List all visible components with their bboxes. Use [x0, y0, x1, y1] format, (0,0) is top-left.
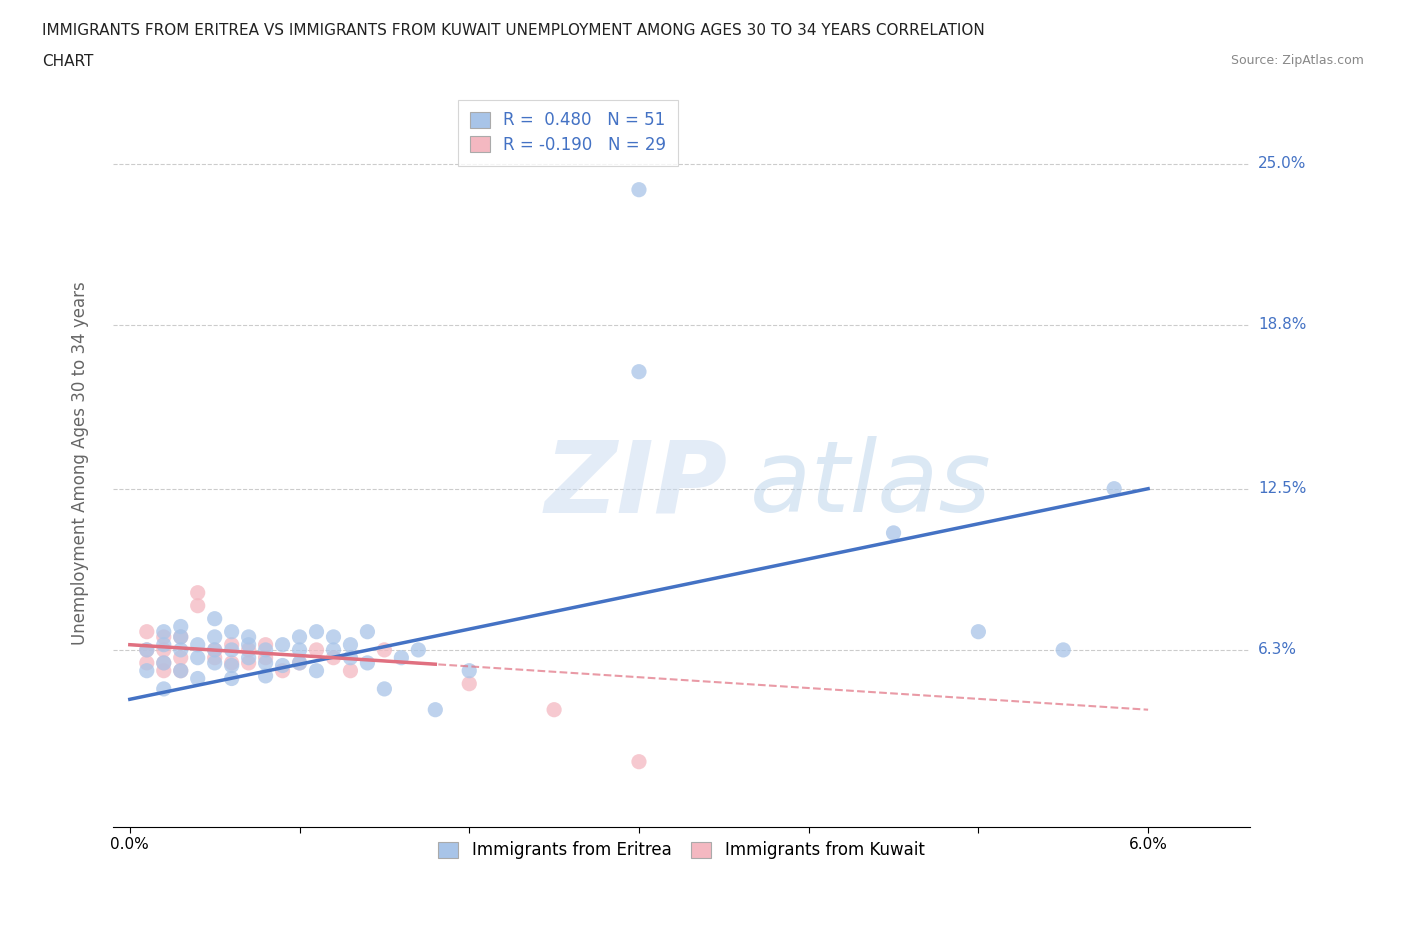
Point [305, 624, 328, 639]
Point [271, 658, 294, 673]
Point [238, 643, 260, 658]
Point [221, 643, 243, 658]
Text: IMMIGRANTS FROM ERITREA VS IMMIGRANTS FROM KUWAIT UNEMPLOYMENT AMONG AGES 30 TO : IMMIGRANTS FROM ERITREA VS IMMIGRANTS FR… [42, 23, 986, 38]
Point [356, 624, 378, 639]
Point [373, 682, 395, 697]
Point [356, 656, 378, 671]
Point [271, 637, 294, 652]
Text: ZIP: ZIP [546, 436, 728, 533]
Point [204, 630, 226, 644]
Point [221, 637, 243, 652]
Y-axis label: Unemployment Among Ages 30 to 34 years: Unemployment Among Ages 30 to 34 years [72, 281, 89, 644]
Point [305, 663, 328, 678]
Point [170, 663, 193, 678]
Point [288, 656, 311, 671]
Point [152, 637, 174, 652]
Point [322, 630, 344, 644]
Text: CHART: CHART [42, 54, 94, 69]
Point [135, 643, 157, 658]
Point [152, 630, 174, 644]
Point [187, 598, 209, 613]
Point [408, 643, 430, 658]
Point [288, 656, 311, 671]
Point [135, 643, 157, 658]
Point [1102, 481, 1125, 496]
Point [389, 650, 412, 665]
Point [187, 671, 209, 686]
Point [339, 650, 361, 665]
Point [187, 637, 209, 652]
Text: Source: ZipAtlas.com: Source: ZipAtlas.com [1230, 54, 1364, 67]
Point [254, 637, 277, 652]
Point [187, 585, 209, 600]
Point [204, 650, 226, 665]
Text: 12.5%: 12.5% [1258, 481, 1306, 497]
Text: atlas: atlas [749, 436, 991, 533]
Point [238, 650, 260, 665]
Point [288, 630, 311, 644]
Point [373, 643, 395, 658]
Point [458, 663, 481, 678]
Point [322, 643, 344, 658]
Point [305, 643, 328, 658]
Point [152, 682, 174, 697]
Point [1052, 643, 1074, 658]
Point [254, 656, 277, 671]
Point [135, 624, 157, 639]
Point [152, 643, 174, 658]
Point [288, 643, 311, 658]
Point [238, 656, 260, 671]
Point [187, 650, 209, 665]
Point [458, 676, 481, 691]
Point [170, 619, 193, 634]
Point [135, 663, 157, 678]
Point [204, 656, 226, 671]
Point [170, 643, 193, 658]
Point [152, 656, 174, 671]
Point [221, 671, 243, 686]
Point [221, 656, 243, 671]
Point [221, 658, 243, 673]
Point [204, 643, 226, 658]
Point [170, 650, 193, 665]
Text: 6.3%: 6.3% [1258, 643, 1298, 658]
Point [967, 624, 990, 639]
Text: 18.8%: 18.8% [1258, 317, 1306, 332]
Point [170, 630, 193, 644]
Point [322, 650, 344, 665]
Legend: Immigrants from Eritrea, Immigrants from Kuwait: Immigrants from Eritrea, Immigrants from… [429, 831, 935, 870]
Point [238, 630, 260, 644]
Point [627, 754, 650, 769]
Point [238, 637, 260, 652]
Point [254, 643, 277, 658]
Point [254, 650, 277, 665]
Point [152, 656, 174, 671]
Point [152, 663, 174, 678]
Point [204, 643, 226, 658]
Point [152, 624, 174, 639]
Point [135, 656, 157, 671]
Point [170, 630, 193, 644]
Point [425, 702, 447, 717]
Text: 25.0%: 25.0% [1258, 156, 1306, 171]
Point [339, 663, 361, 678]
Point [883, 525, 905, 540]
Point [339, 637, 361, 652]
Point [221, 624, 243, 639]
Point [170, 663, 193, 678]
Point [204, 611, 226, 626]
Point [627, 182, 650, 197]
Point [543, 702, 565, 717]
Point [627, 365, 650, 379]
Point [254, 669, 277, 684]
Point [271, 663, 294, 678]
